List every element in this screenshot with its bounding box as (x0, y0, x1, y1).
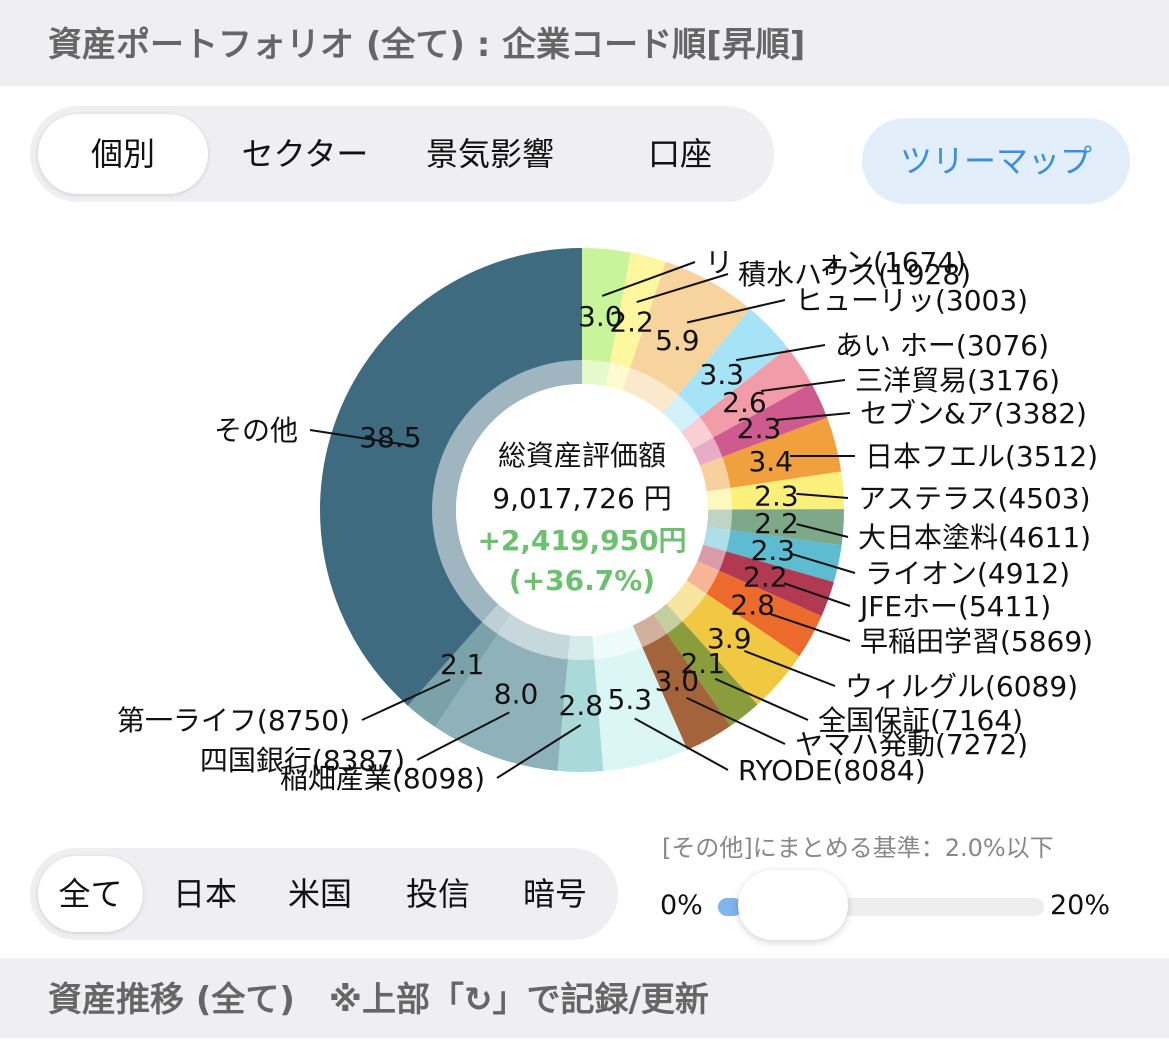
tab[interactable]: 米国 (270, 856, 370, 932)
donut-chart: 総資産評価額 9,017,726 円 +2,419,950円 (+36.7%) … (0, 0, 1169, 840)
category-label: 第一ライフ(8750) (117, 704, 350, 737)
category-label: ヒューリッ(3003) (795, 284, 1028, 317)
footer-title: 資産推移 (全て) ※上部「↻」で記録/更新 (0, 958, 1169, 1038)
slider-min: 0% (660, 890, 703, 921)
category-label: その他 (214, 414, 298, 447)
value-label: 2.2 (609, 305, 654, 338)
category-label: JFEホー(5411) (858, 590, 1051, 623)
slider-knob[interactable] (738, 870, 848, 940)
category-label: 日本フエル(3512) (865, 440, 1098, 473)
value-label: 5.9 (655, 324, 700, 357)
category-label: セブン&ア(3382) (860, 397, 1087, 430)
category-label: 四国銀行(8387) (200, 744, 405, 777)
category-label: 大日本塗料(4611) (858, 521, 1091, 554)
value-label: 2.8 (730, 588, 775, 621)
tab[interactable]: 日本 (155, 856, 255, 932)
value-label: 8.0 (494, 678, 539, 711)
category-label: RYODE(8084) (738, 754, 926, 787)
category-label: あい ホー(3076) (835, 329, 1049, 362)
value-label: 3.0 (655, 664, 700, 697)
center-gain-pct: (+36.7%) (509, 564, 655, 597)
tab[interactable]: 投信 (388, 856, 488, 932)
value-label: 3.4 (748, 445, 793, 478)
value-label: 38.5 (359, 421, 421, 454)
tab[interactable]: 暗号 (505, 856, 605, 932)
value-label: 5.3 (608, 683, 653, 716)
category-label: 早稲田学習(5869) (860, 625, 1093, 658)
category-label: ライオン(4912) (865, 557, 1070, 590)
slider-caption: [その他]にまとめる基準：2.0%以下 (662, 828, 1054, 863)
value-label: 2.3 (737, 412, 782, 445)
category-label: ウィルグル(6089) (845, 670, 1078, 703)
slider-max: 20% (1050, 890, 1110, 921)
market-tabs: 全て 日本 米国 投信 暗号 (30, 848, 618, 940)
center-label: 総資産評価額 (498, 439, 666, 472)
category-label: 三洋貿易(3176) (855, 364, 1060, 397)
category-label: アステラス(4503) (858, 482, 1091, 515)
center-gain: +2,419,950円 (477, 524, 686, 557)
value-label: 2.8 (559, 689, 604, 722)
center-total: 9,017,726 円 (492, 482, 671, 515)
tab[interactable]: 全て (38, 856, 143, 932)
value-label: 2.1 (440, 648, 485, 681)
